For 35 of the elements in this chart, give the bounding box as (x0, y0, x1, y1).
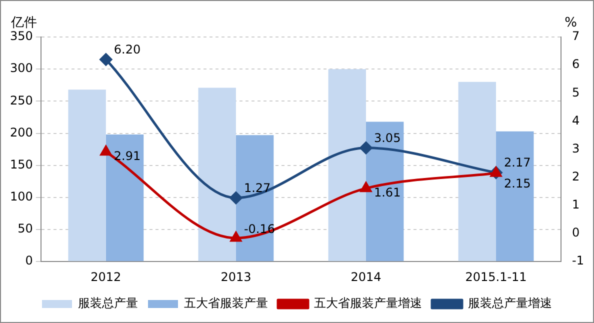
legend-label: 五大省服装产量增速 (314, 296, 422, 310)
y2-tick-label: 1 (572, 198, 580, 212)
data-label: 2.15 (504, 176, 531, 190)
y2-tick-label: 5 (572, 85, 580, 100)
y2-tick-label: 7 (572, 29, 580, 44)
y2-tick-label: 3 (572, 141, 580, 156)
y2-tick-label: 6 (572, 57, 580, 72)
data-label: 6.20 (114, 42, 141, 57)
legend-label: 五大省服装产量 (184, 296, 268, 310)
data-label: -0.16 (244, 222, 276, 236)
y-axis-title: 亿件 (10, 15, 37, 30)
y2-tick-label: 0 (572, 226, 580, 240)
legend-label: 服装总产量 (78, 296, 138, 310)
data-label: 2.91 (114, 148, 141, 163)
y-tick-label: 350 (10, 29, 33, 44)
x-tick-label: 2012 (90, 270, 122, 284)
data-label: 2.17 (504, 156, 531, 170)
y-tick-label: 200 (10, 125, 33, 140)
y2-axis-title: % (564, 15, 577, 30)
y-tick-label: 150 (10, 157, 33, 172)
x-tick-label: 2013 (220, 270, 252, 284)
y-tick-label: 100 (10, 190, 33, 204)
x-tick-label: 2014 (350, 270, 382, 284)
data-label: 1.27 (244, 180, 271, 195)
y-tick-label: 250 (10, 93, 33, 108)
data-label: 1.61 (374, 185, 401, 200)
y2-tick-label: 2 (572, 170, 580, 184)
data-label: 3.05 (374, 131, 401, 146)
y-tick-label: 0 (25, 254, 33, 268)
y2-tick-label: 4 (572, 113, 580, 128)
legend-label: 服装总产量增速 (468, 296, 552, 310)
y-tick-label: 50 (18, 222, 33, 236)
x-tick-label: 2015.1-11 (465, 270, 527, 284)
y2-tick-label: -1 (572, 254, 584, 268)
y-tick-label: 300 (10, 61, 33, 76)
